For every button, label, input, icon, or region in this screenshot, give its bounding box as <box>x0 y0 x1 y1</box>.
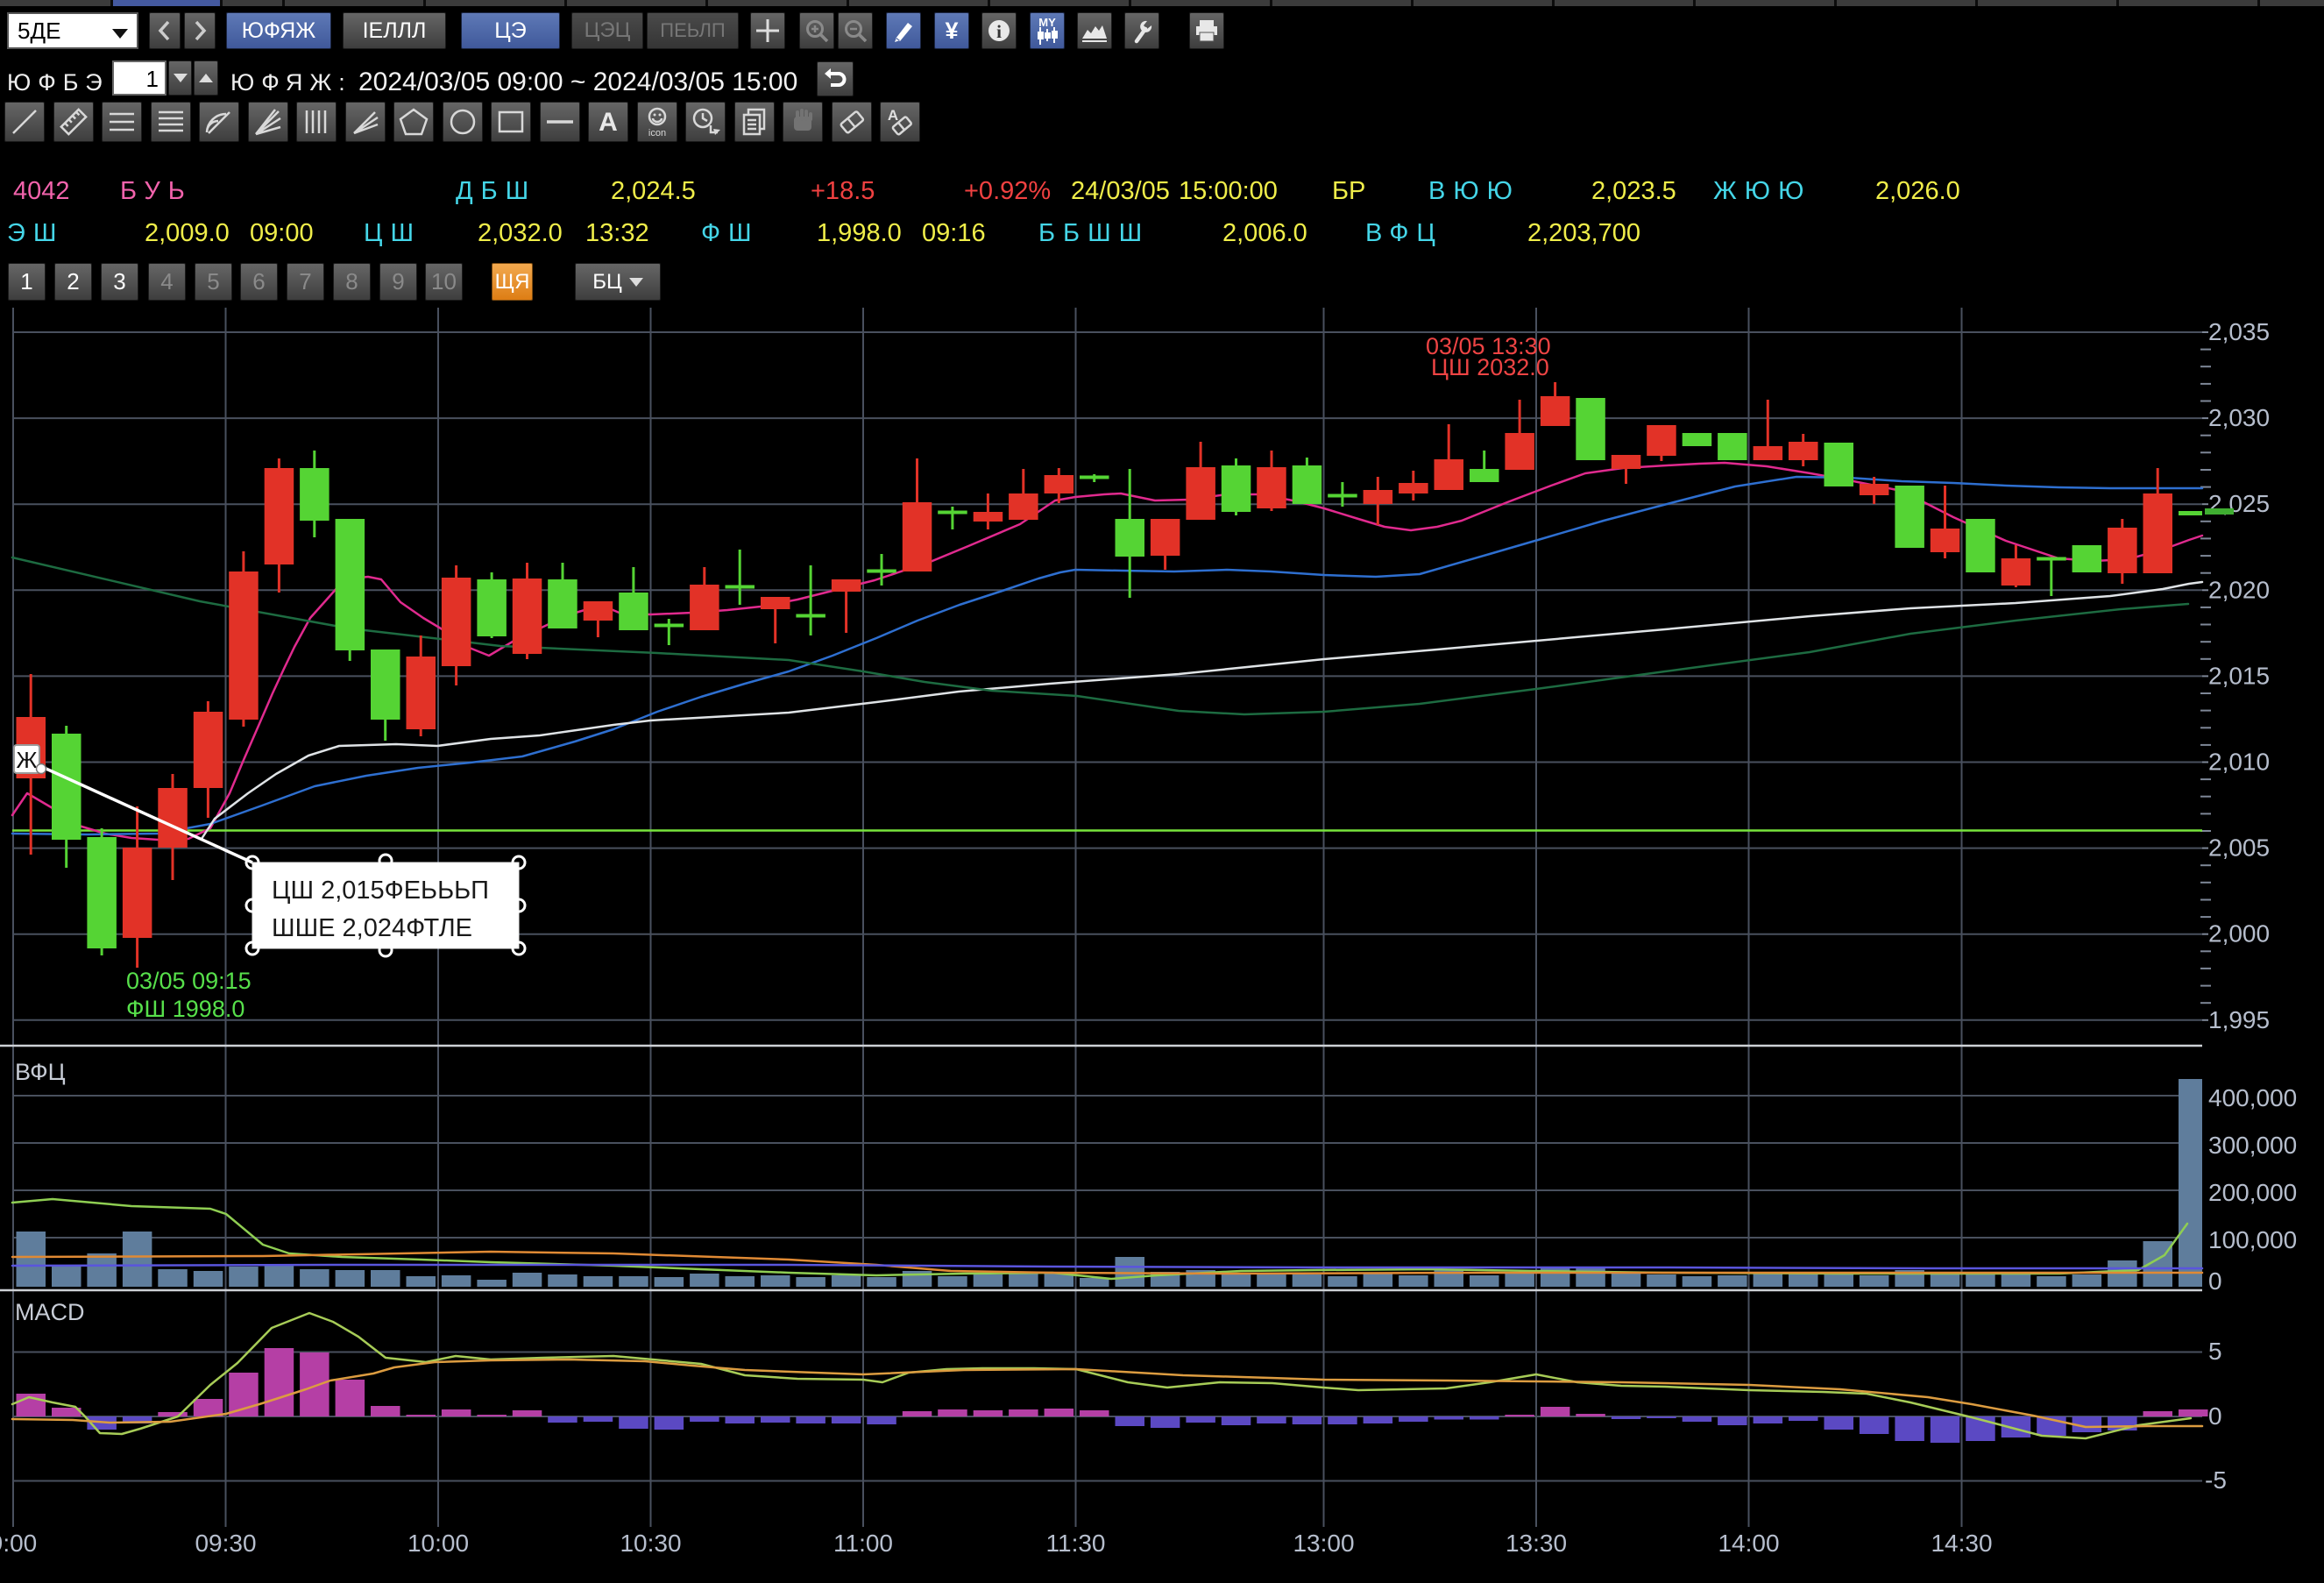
svg-text:300,000: 300,000 <box>2208 1132 2297 1159</box>
svg-text:10:00: 10:00 <box>407 1530 469 1557</box>
svg-text:400,000: 400,000 <box>2208 1084 2297 1111</box>
svg-text:9:00: 9:00 <box>0 1530 37 1557</box>
svg-text:2,015: 2,015 <box>2208 662 2270 689</box>
svg-text:2,020: 2,020 <box>2208 576 2270 603</box>
svg-text:A: A <box>888 107 898 124</box>
svg-text:i: i <box>996 21 1002 42</box>
svg-text:Ж: Ж <box>17 747 38 773</box>
svg-text:ШШЕ 2,024ФТЛЕ: ШШЕ 2,024ФТЛЕ <box>272 914 472 942</box>
svg-text:100,000: 100,000 <box>2208 1226 2297 1253</box>
svg-text:09:30: 09:30 <box>195 1530 256 1557</box>
svg-text:2,000: 2,000 <box>2208 920 2270 948</box>
svg-text:2,030: 2,030 <box>2208 404 2270 431</box>
svg-text:11:30: 11:30 <box>1046 1530 1106 1557</box>
svg-text:MACD: MACD <box>15 1299 85 1325</box>
svg-text:5: 5 <box>2208 1338 2222 1365</box>
svg-text:14:30: 14:30 <box>1931 1530 1992 1557</box>
svg-text:1,995: 1,995 <box>2208 1006 2270 1033</box>
svg-text:03/05 09:15: 03/05 09:15 <box>126 968 252 994</box>
svg-text:-5: -5 <box>2205 1466 2227 1494</box>
svg-text:ВФЦ: ВФЦ <box>15 1059 66 1085</box>
svg-text:ФШ 1998.0: ФШ 1998.0 <box>126 996 244 1022</box>
svg-text:icon: icon <box>648 128 665 138</box>
svg-text:200,000: 200,000 <box>2208 1179 2297 1206</box>
svg-text:2,035: 2,035 <box>2208 318 2270 345</box>
svg-text:14:00: 14:00 <box>1718 1530 1779 1557</box>
svg-text:0: 0 <box>2208 1267 2222 1295</box>
svg-text:10:30: 10:30 <box>620 1530 681 1557</box>
svg-text:ЦШ 2,015ФЕЬЬЬП: ЦШ 2,015ФЕЬЬЬП <box>272 877 489 905</box>
svg-text:2,005: 2,005 <box>2208 834 2270 862</box>
svg-text:13:30: 13:30 <box>1506 1530 1567 1557</box>
svg-text:A: A <box>599 108 618 137</box>
svg-text:MY: MY <box>1038 16 1056 29</box>
svg-text:13:00: 13:00 <box>1293 1530 1354 1557</box>
svg-text:2,010: 2,010 <box>2208 749 2270 776</box>
svg-text:11:00: 11:00 <box>833 1530 893 1557</box>
svg-text:ЦШ 2032.0: ЦШ 2032.0 <box>1431 354 1549 380</box>
svg-text:0: 0 <box>2208 1402 2222 1430</box>
svg-text:03/05 13:30: 03/05 13:30 <box>1426 333 1551 359</box>
